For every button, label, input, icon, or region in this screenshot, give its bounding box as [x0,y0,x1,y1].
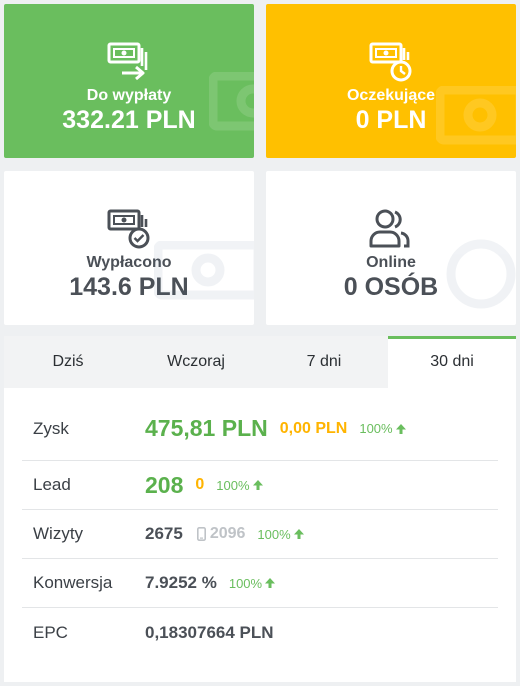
profit-secondary: 0,00 PLN [279,419,348,437]
visits-mobile: 2096 [196,525,246,543]
pending-value: 0 PLN [355,106,427,134]
conversion-percent: 100% [229,576,276,591]
conversion-label: Konwersja [33,573,113,592]
profit-percent-value: 100% [359,421,393,436]
arrow-up-icon [293,529,304,539]
lead-secondary: 0 [195,476,205,493]
conversion-row: Konwersja 7.9252 % 100% [22,559,498,608]
period-tabs: Dziś Wczoraj 7 dni 30 dni [4,336,516,388]
visits-mobile-value: 2096 [209,525,246,542]
epc-value: 0,18307664 PLN [145,622,274,642]
pending-card: Oczekujące 0 PLN [266,4,516,158]
visits-percent-value: 100% [257,526,291,542]
visits-value: 2675 [145,524,183,543]
tab-30-days[interactable]: 30 dni [388,336,516,388]
profit-value: 475,81 PLN [145,415,268,441]
tab-yesterday[interactable]: Wczoraj [167,353,225,370]
arrow-up-icon [265,578,276,588]
money-check-icon [105,204,153,252]
arrow-up-icon [252,480,263,490]
payout-card: Do wypłaty 332.21 PLN [4,4,254,158]
payout-value: 332.21 PLN [62,106,196,134]
money-transfer-icon [105,37,153,85]
epc-row: EPC 0,18307664 PLN [22,608,498,657]
visits-label: Wizyty [33,524,84,543]
online-value: 0 OSÓB [343,273,439,301]
lead-label: Lead [33,475,71,494]
online-card: Online 0 OSÓB [266,171,516,325]
tab-today[interactable]: Dziś [52,353,84,370]
stats-list: Zysk 475,81 PLN 0,00 PLN 100% Lead 208 0… [4,388,516,657]
profit-percent: 100% [359,421,406,436]
online-label: Online [366,254,416,271]
paid-label: Wypłacono [86,254,172,271]
stats-panel: Dziś Wczoraj 7 dni 30 dni Zysk 475,81 PL… [4,336,516,682]
money-watermark-icon [436,86,516,145]
epc-label: EPC [33,622,68,642]
conversion-value: 7.9252 % [145,573,217,592]
profit-row: Zysk 475,81 PLN 0,00 PLN 100% [22,397,498,461]
payout-label: Do wypłaty [86,87,172,104]
visits-percent: 100% [257,527,304,542]
money-clock-icon [367,37,415,85]
users-icon [367,204,415,252]
money-watermark-icon [209,72,254,131]
money-watermark-icon [154,241,254,300]
pending-label: Oczekujące [346,87,436,104]
users-watermark-icon [446,239,516,309]
lead-row: Lead 208 0 100% [22,461,498,510]
mobile-phone-icon [196,527,206,541]
paid-value: 143.6 PLN [69,273,189,301]
paid-card: Wypłacono 143.6 PLN [4,171,254,325]
lead-percent: 100% [216,478,263,493]
visits-row: Wizyty 2675 2096 100% [22,510,498,559]
lead-value: 208 [145,471,184,498]
profit-label: Zysk [33,418,69,438]
tab-7-days[interactable]: 7 dni [306,353,342,370]
lead-percent-value: 100% [216,477,250,493]
conversion-percent-value: 100% [228,575,263,591]
arrow-up-icon [395,423,406,434]
